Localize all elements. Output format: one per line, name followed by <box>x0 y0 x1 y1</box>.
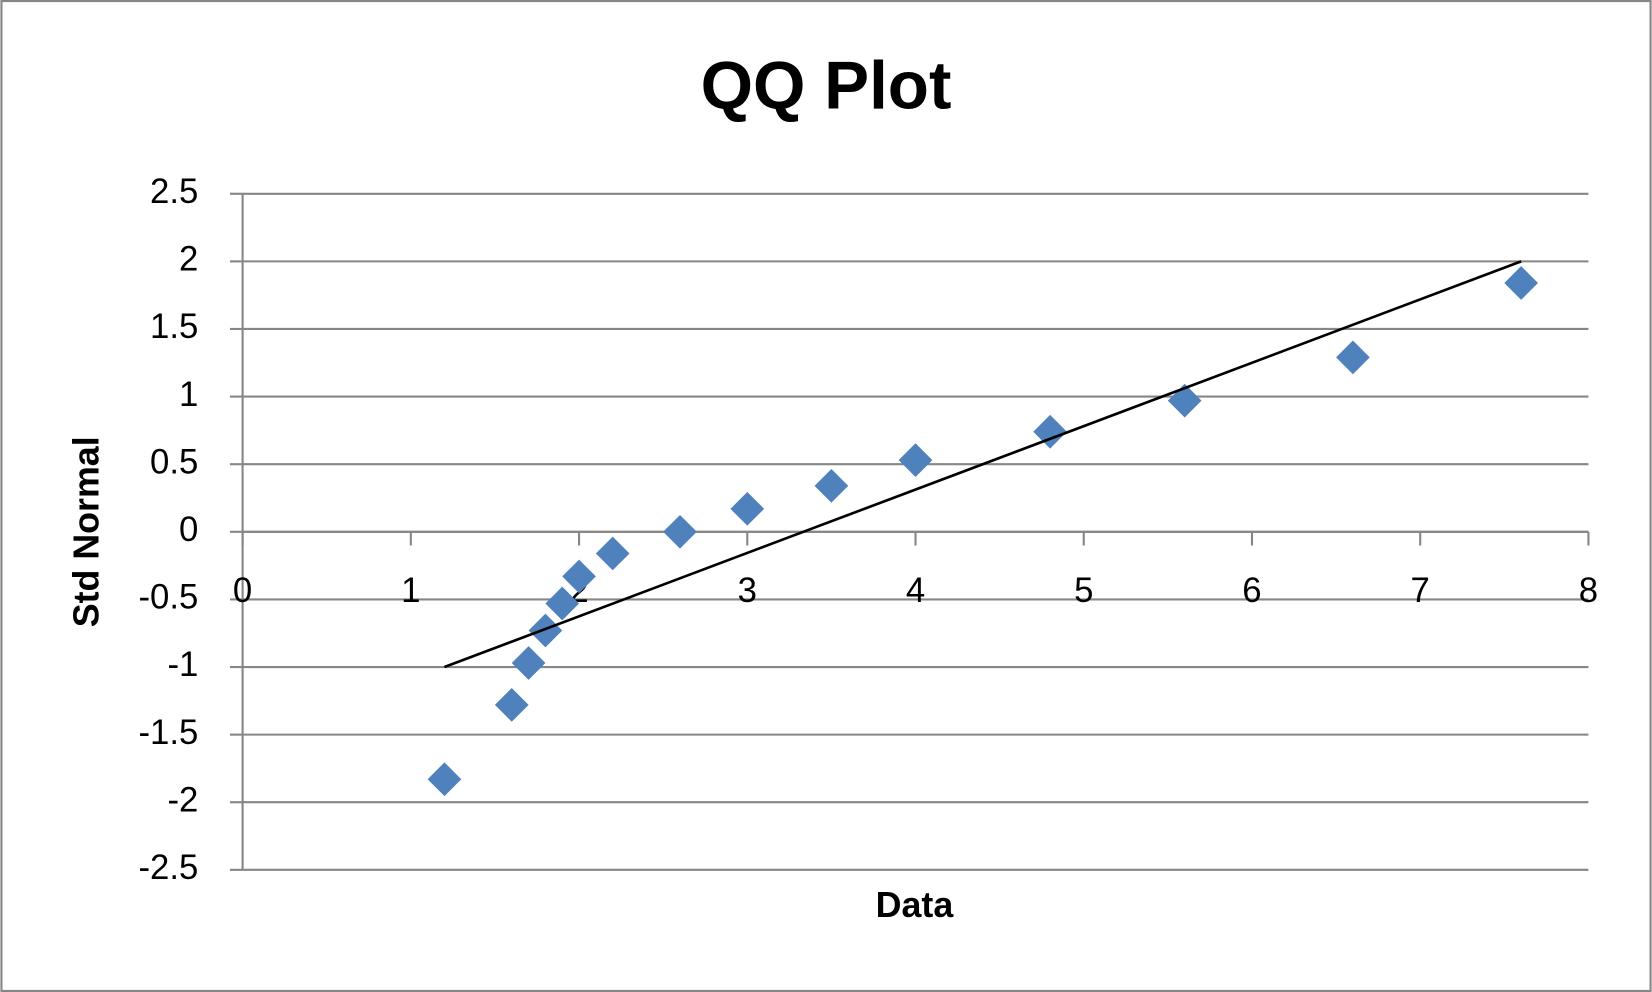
y-tick-label: 0 <box>179 511 198 549</box>
x-tick-label: 5 <box>1074 572 1093 610</box>
fit-line <box>444 260 1522 669</box>
y-tick-label: 2.5 <box>150 173 198 211</box>
x-axis-label: Data <box>876 885 955 925</box>
data-point <box>1336 340 1370 375</box>
data-point <box>562 559 596 594</box>
data-point <box>545 586 580 621</box>
y-tick-label: 2 <box>179 241 198 279</box>
x-tick-label: 3 <box>738 572 757 610</box>
y-axis-label: Std Normal <box>66 436 106 627</box>
x-tick-label: 8 <box>1579 572 1598 610</box>
data-point <box>730 491 765 526</box>
x-tick-label: 7 <box>1411 572 1430 610</box>
y-tick-label: 0.5 <box>150 443 198 481</box>
chart-title: QQ Plot <box>701 48 952 123</box>
x-tick-label: 1 <box>401 572 420 610</box>
data-point <box>528 613 563 648</box>
data-point <box>494 688 529 722</box>
data-point <box>427 762 462 797</box>
data-point <box>511 646 546 680</box>
x-tick-label: 6 <box>1242 572 1261 610</box>
y-tick-label: -1 <box>167 646 198 684</box>
y-tick-label: -0.5 <box>138 579 198 617</box>
x-tick-label: 4 <box>906 572 925 610</box>
data-point <box>814 468 849 503</box>
y-tick-label: 1 <box>179 376 198 414</box>
y-tick-label: -2.5 <box>138 849 198 887</box>
data-point <box>663 514 697 549</box>
x-tick-label: 0 <box>233 572 252 610</box>
y-tick-label: -2 <box>167 781 198 819</box>
y-tick-label: -1.5 <box>138 714 198 752</box>
data-point <box>595 536 630 571</box>
y-tick-label: 1.5 <box>150 308 198 346</box>
